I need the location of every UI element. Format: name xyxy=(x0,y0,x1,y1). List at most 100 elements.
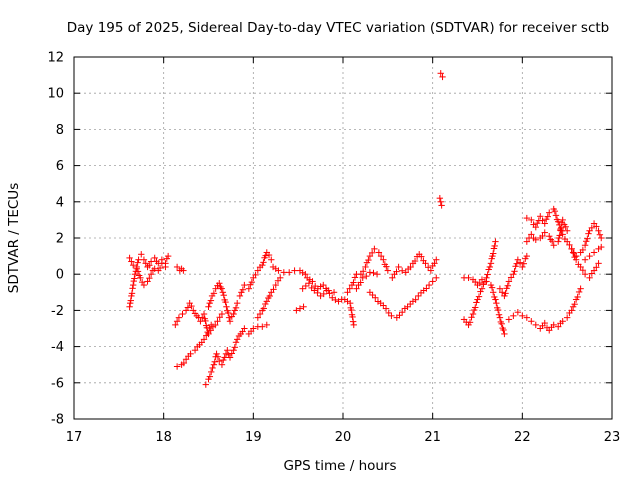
data-point xyxy=(126,303,133,310)
data-point xyxy=(380,302,387,309)
data-point xyxy=(568,307,575,314)
data-point xyxy=(353,285,360,292)
data-point xyxy=(173,263,181,271)
data-point xyxy=(383,263,390,270)
data-point xyxy=(492,296,499,303)
data-point xyxy=(262,300,269,308)
data-point xyxy=(223,303,230,310)
data-point xyxy=(350,321,357,329)
data-point xyxy=(226,318,234,325)
data-point xyxy=(507,274,515,281)
data-point xyxy=(205,330,212,338)
data-point xyxy=(493,299,500,307)
data-point xyxy=(551,207,559,215)
data-point xyxy=(241,325,248,332)
data-point xyxy=(263,298,270,305)
data-point xyxy=(224,347,231,354)
data-point xyxy=(309,278,316,285)
x-tick-label: 17 xyxy=(66,430,83,445)
data-point xyxy=(504,282,511,289)
data-point xyxy=(572,252,580,260)
data-point xyxy=(302,282,309,290)
data-point xyxy=(546,209,553,216)
data-point xyxy=(280,269,288,276)
data-point xyxy=(590,249,598,256)
data-point xyxy=(523,238,531,245)
data-point xyxy=(466,319,474,326)
data-point xyxy=(563,227,571,234)
data-point xyxy=(129,261,137,269)
data-point xyxy=(491,242,498,250)
data-point xyxy=(245,285,253,292)
data-point xyxy=(559,216,566,224)
data-point xyxy=(260,305,267,312)
data-point xyxy=(126,254,133,262)
data-point xyxy=(142,260,149,267)
y-tick-label: -8 xyxy=(51,413,64,428)
data-point xyxy=(300,303,307,310)
data-point xyxy=(302,271,309,278)
data-point xyxy=(230,310,237,318)
data-point xyxy=(296,305,304,312)
data-point xyxy=(489,289,497,296)
data-point xyxy=(593,264,600,271)
data-point xyxy=(260,259,267,266)
data-point xyxy=(146,274,153,282)
data-point xyxy=(505,278,513,285)
data-point xyxy=(349,318,357,325)
data-point xyxy=(571,301,578,308)
data-point xyxy=(317,283,324,290)
data-point xyxy=(241,281,248,289)
data-point xyxy=(365,256,372,264)
data-point xyxy=(398,267,406,274)
data-point xyxy=(469,310,477,318)
data-point xyxy=(541,229,548,236)
data-point xyxy=(537,213,544,220)
data-point xyxy=(407,263,414,271)
data-point xyxy=(439,73,446,81)
data-point xyxy=(357,279,364,286)
data-point xyxy=(140,256,148,263)
data-point xyxy=(164,252,172,260)
data-point xyxy=(275,267,282,274)
data-point xyxy=(483,274,490,282)
data-point xyxy=(510,312,517,320)
data-point xyxy=(252,271,259,279)
data-point xyxy=(436,194,444,202)
data-point xyxy=(137,274,144,282)
data-point xyxy=(187,350,194,358)
data-point xyxy=(272,281,279,289)
data-point xyxy=(424,264,432,271)
data-point xyxy=(369,291,376,299)
axis-ticks: 17 18 19 20 21 22 23 -8 -6 -4 -2 0 2 4 6 8 10 12 xyxy=(47,51,620,446)
data-point xyxy=(359,268,367,275)
data-point xyxy=(156,264,164,272)
data-point xyxy=(207,327,214,334)
data-point xyxy=(158,260,166,267)
data-point xyxy=(412,296,419,303)
data-point xyxy=(375,249,383,256)
y-tick-label: 2 xyxy=(56,232,64,247)
data-point xyxy=(134,268,142,275)
data-point xyxy=(579,267,587,274)
data-point xyxy=(581,271,589,278)
data-point xyxy=(510,271,517,278)
data-point xyxy=(437,198,444,205)
data-point xyxy=(349,313,356,321)
data-point xyxy=(481,278,489,285)
data-point xyxy=(402,269,409,276)
data-point xyxy=(474,296,481,303)
data-point xyxy=(230,347,237,354)
x-tick-label: 18 xyxy=(155,430,172,445)
data-point xyxy=(586,274,593,282)
data-point xyxy=(422,260,429,267)
x-tick-label: 23 xyxy=(604,430,621,445)
data-point xyxy=(519,312,526,320)
data-point xyxy=(520,260,528,267)
data-point xyxy=(368,249,376,257)
y-tick-label: 10 xyxy=(47,87,64,102)
data-point xyxy=(586,252,593,260)
data-point xyxy=(519,263,526,271)
data-point xyxy=(250,325,257,332)
data-point xyxy=(532,223,539,231)
